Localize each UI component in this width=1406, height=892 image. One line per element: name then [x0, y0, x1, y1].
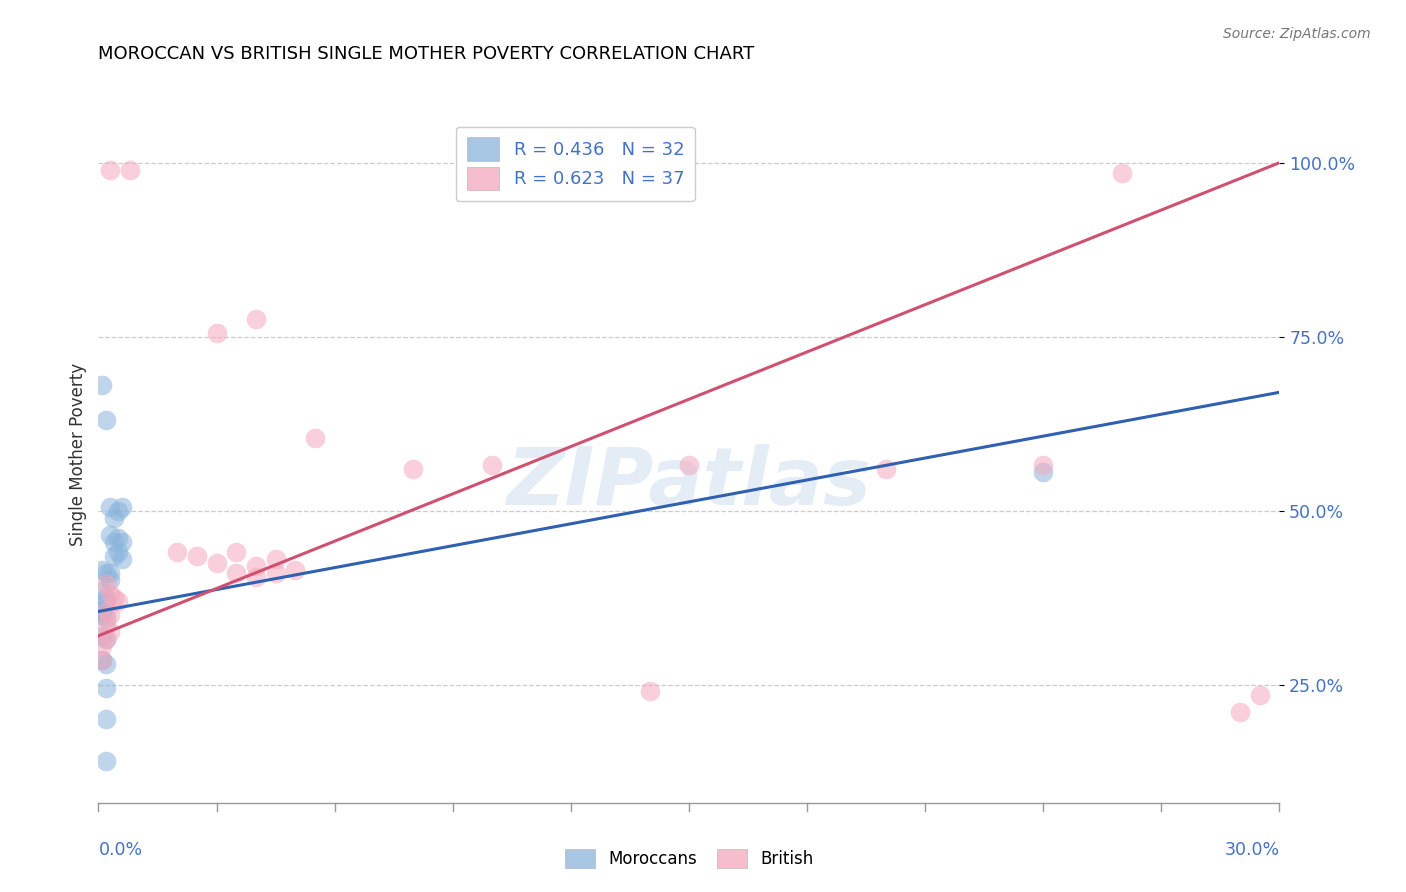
Point [91, 653, 114, 667]
Point [264, 566, 287, 581]
Point [103, 510, 125, 524]
Point [91, 605, 114, 619]
Point [1032, 466, 1054, 480]
Point [304, 431, 326, 445]
Point [91, 639, 114, 653]
Point [186, 549, 208, 563]
Point [91, 605, 114, 619]
Point [284, 563, 307, 577]
Point [96, 413, 118, 427]
Point [96, 591, 118, 605]
Point [96, 566, 118, 581]
Point [103, 549, 125, 563]
Text: 0.0%: 0.0% [98, 841, 142, 859]
Point [111, 500, 134, 514]
Point [1032, 458, 1054, 473]
Point [103, 534, 125, 549]
Point [402, 462, 425, 476]
Point [107, 503, 129, 517]
Text: ZIPatlas: ZIPatlas [506, 443, 872, 522]
Point [107, 532, 129, 546]
Point [1229, 706, 1251, 720]
Point [98, 500, 121, 514]
Point [91, 653, 114, 667]
Text: Source: ZipAtlas.com: Source: ZipAtlas.com [1223, 27, 1371, 41]
Point [225, 566, 247, 581]
Point [1111, 166, 1133, 180]
Text: 30.0%: 30.0% [1225, 841, 1279, 859]
Point [225, 545, 247, 559]
Point [166, 545, 188, 559]
Point [96, 618, 118, 632]
Legend: R = 0.436   N = 32, R = 0.623   N = 37: R = 0.436 N = 32, R = 0.623 N = 37 [456, 127, 695, 201]
Point [638, 684, 661, 698]
Point [481, 458, 503, 473]
Point [1249, 688, 1271, 702]
Point [205, 556, 228, 570]
Point [98, 607, 121, 622]
Legend: Moroccans, British: Moroccans, British [558, 842, 820, 875]
Point [118, 162, 141, 177]
Y-axis label: Single Mother Poverty: Single Mother Poverty [69, 363, 87, 547]
Point [96, 611, 118, 625]
Point [98, 625, 121, 640]
Point [98, 162, 121, 177]
Point [875, 462, 897, 476]
Point [96, 681, 118, 695]
Point [98, 573, 121, 587]
Point [111, 534, 134, 549]
Point [245, 559, 267, 574]
Point [96, 754, 118, 768]
Point [96, 576, 118, 591]
Point [678, 458, 700, 473]
Point [599, 162, 621, 177]
Point [96, 657, 118, 671]
Point [107, 545, 129, 559]
Point [96, 605, 118, 619]
Point [111, 552, 134, 566]
Point [96, 594, 118, 608]
Point [264, 552, 287, 566]
Point [205, 326, 228, 340]
Point [91, 583, 114, 598]
Point [91, 563, 114, 577]
Point [91, 607, 114, 622]
Point [98, 587, 121, 601]
Point [103, 591, 125, 605]
Point [98, 528, 121, 542]
Point [96, 632, 118, 647]
Point [91, 629, 114, 643]
Text: MOROCCAN VS BRITISH SINGLE MOTHER POVERTY CORRELATION CHART: MOROCCAN VS BRITISH SINGLE MOTHER POVERT… [98, 45, 755, 62]
Point [245, 570, 267, 584]
Point [98, 566, 121, 581]
Point [96, 632, 118, 647]
Point [107, 594, 129, 608]
Point [96, 712, 118, 726]
Point [91, 378, 114, 392]
Point [245, 312, 267, 326]
